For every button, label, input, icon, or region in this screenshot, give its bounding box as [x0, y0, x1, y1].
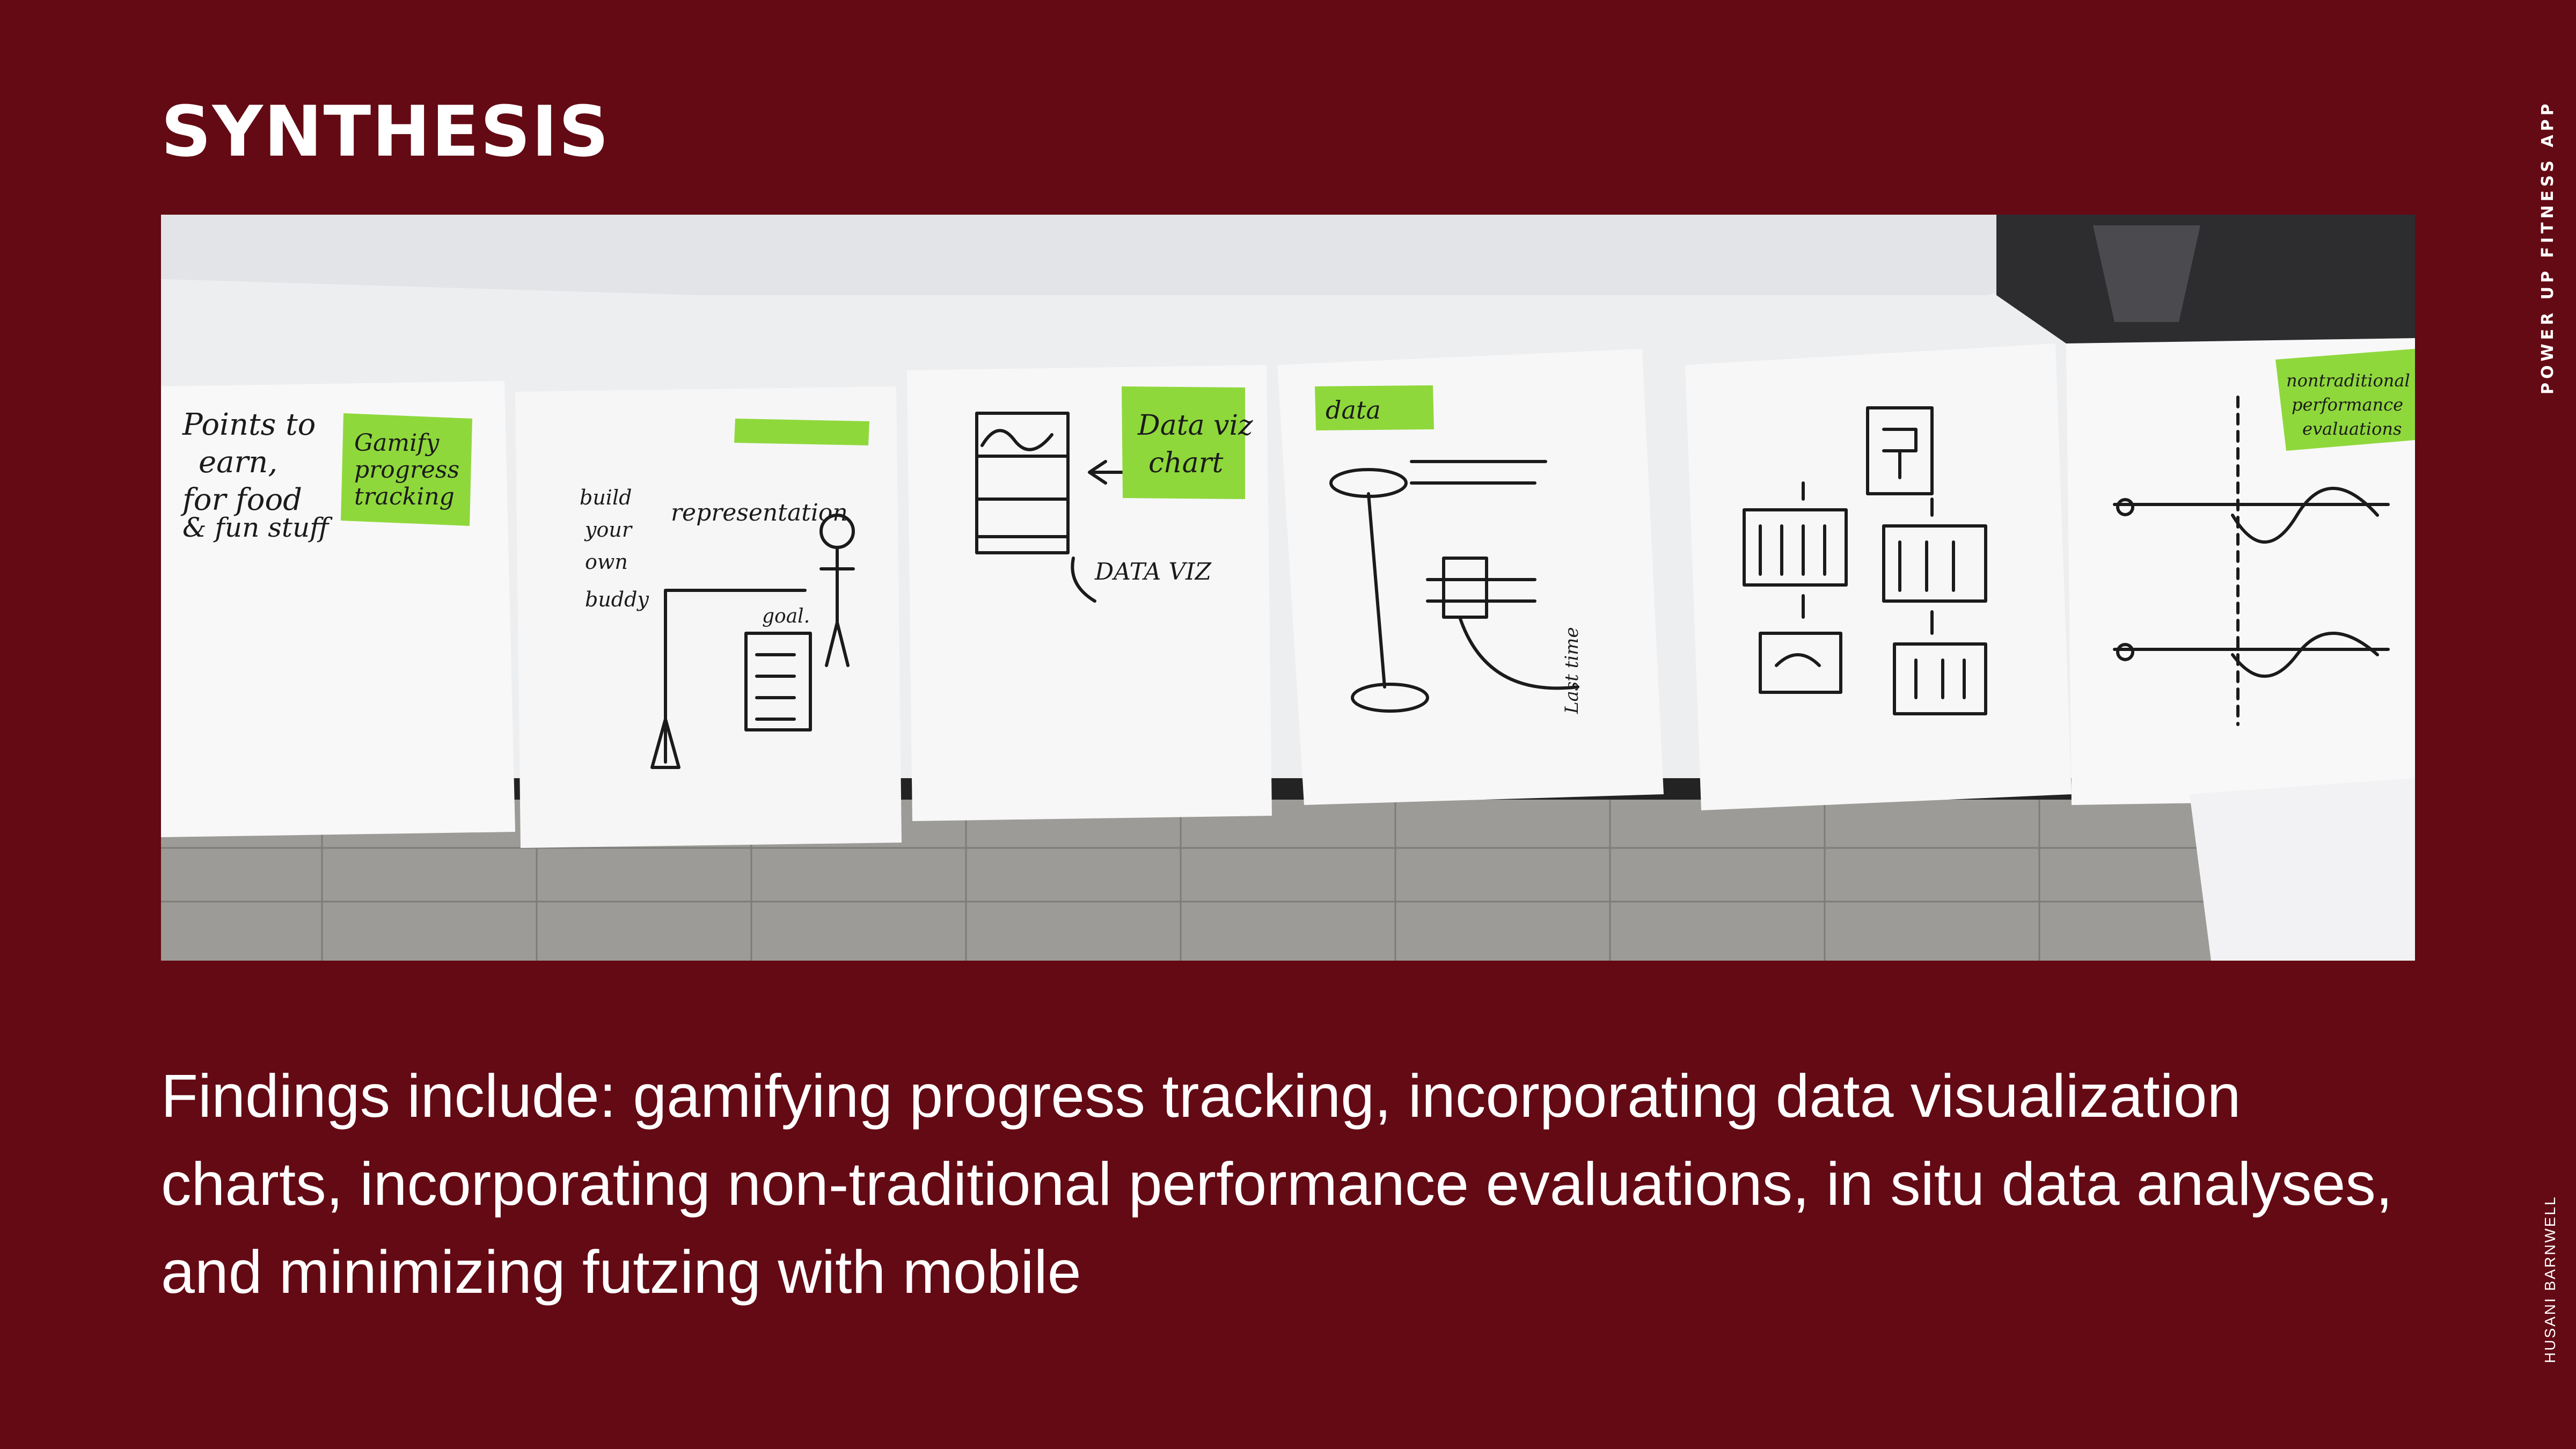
sticky-nontraditional-line-3: evaluations	[2302, 419, 2402, 439]
sticky-dataviz-line-1: Data viz	[1137, 409, 1253, 442]
sketch-sheet-4: data Last time	[1277, 349, 1664, 805]
author-label: HUSANI BARNWELL	[2542, 1195, 2558, 1363]
sheet-points-line-3: for food	[180, 482, 302, 517]
slide-title: SYNTHESIS	[161, 91, 610, 172]
sticky-note-nontraditional: nontraditional performance evaluations	[2275, 349, 2415, 451]
findings-text: Findings include: gamifying progress tra…	[161, 1062, 2393, 1306]
sheet-goal: goal.	[762, 605, 810, 627]
sketch-sheet-3: DATA VIZ Data viz chart	[907, 365, 1272, 821]
sticky-gamify-line-2: progress	[354, 456, 459, 484]
sheet-build-line-4: buddy	[585, 588, 649, 611]
sketch-sheet-1: Points to earn, for food & fun stuff Gam…	[161, 381, 515, 837]
sheet-representation: representation	[671, 499, 848, 526]
sticky-note-dataviz: Data viz chart	[1122, 386, 1253, 499]
sheet-points-line-4: & fun stuff	[182, 512, 333, 543]
sheet-build-line-3: own	[585, 550, 628, 574]
project-label: POWER UP FITNESS APP	[2538, 100, 2557, 394]
sketches-illustration: Points to earn, for food & fun stuff Gam…	[161, 215, 2415, 961]
sheet-dataviz-label: DATA VIZ	[1094, 558, 1212, 586]
sheet-build-line-1: build	[580, 486, 632, 509]
sticky-data: data	[1326, 396, 1381, 425]
sticky-dataviz-line-2: chart	[1148, 447, 1223, 479]
sketches-photo: Points to earn, for food & fun stuff Gam…	[161, 215, 2415, 961]
sheet-last-time: Last time	[1561, 627, 1583, 714]
sketch-sheet-2: build your own buddy representation goal…	[515, 386, 902, 848]
sketch-sheet-5	[1685, 343, 2072, 810]
sheet-build-line-2: your	[584, 518, 633, 541]
sticky-gamify-line-1: Gamify	[354, 429, 440, 457]
sheet-points-line-2: earn,	[199, 445, 277, 480]
sticky-nontraditional-line-1: nontraditional	[2286, 370, 2410, 391]
sticky-nontraditional-line-2: performance	[2292, 394, 2403, 415]
sheet-points-line-1: Points to	[182, 407, 316, 442]
sticky-gamify-line-3: tracking	[354, 483, 455, 510]
sticky-note-gamify: Gamify progress tracking	[341, 413, 472, 526]
sketch-sheet-6: nontraditional performance evaluations	[2066, 338, 2415, 805]
